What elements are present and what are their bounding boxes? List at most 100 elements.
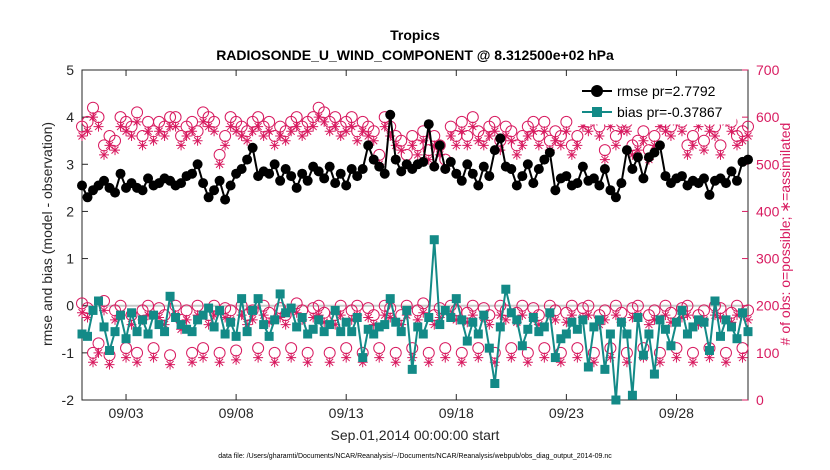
rmse-point xyxy=(280,164,291,174)
rmse-point xyxy=(561,171,572,182)
bias-point xyxy=(396,327,406,337)
rmse-point xyxy=(632,152,643,163)
rmse-point xyxy=(654,140,665,151)
obs_assimilated-marker xyxy=(181,131,192,141)
obs_assimilated-marker xyxy=(407,140,418,151)
obs_assimilated_bias-marker xyxy=(253,352,264,363)
rmse-point xyxy=(517,171,528,182)
bias-point xyxy=(704,346,714,355)
obs_assimilated_bias-marker xyxy=(440,352,451,363)
obs_assimilated-marker xyxy=(698,145,709,156)
obs_assimilated-marker xyxy=(302,126,313,137)
obs_assimilated_bias-marker xyxy=(231,354,242,365)
obs_assimilated_bias-marker xyxy=(264,317,275,328)
obs_assimilated-marker xyxy=(605,121,616,132)
bias-point xyxy=(204,303,214,313)
obs_assimilated_bias-marker xyxy=(198,352,209,363)
obs_possible_bias-marker xyxy=(252,342,265,355)
obs_assimilated_bias-marker xyxy=(143,310,154,321)
obs_assimilated_bias-marker xyxy=(737,352,748,363)
rmse-point xyxy=(440,164,451,174)
bias-point xyxy=(374,322,384,332)
obs_assimilated-marker xyxy=(445,131,456,141)
obs_assimilated-marker xyxy=(77,131,87,141)
bias-point xyxy=(655,315,665,325)
obs_assimilated-marker xyxy=(660,126,671,137)
obs_assimilated_bias-marker xyxy=(302,357,313,368)
obs_assimilated-marker xyxy=(379,121,390,132)
rmse-point xyxy=(528,178,539,189)
obs_assimilated_bias-marker xyxy=(357,357,368,368)
obs_assimilated-marker xyxy=(566,149,577,160)
bias-point xyxy=(402,305,412,315)
bias-point xyxy=(116,310,126,320)
bias-point xyxy=(743,327,753,337)
obs_possible_bias-marker xyxy=(164,349,177,362)
bias-point xyxy=(517,341,527,351)
rmse-point xyxy=(110,187,121,198)
obs_assimilated_bias-marker xyxy=(104,359,115,370)
rmse-point xyxy=(720,178,731,189)
obs_possible_bias-marker xyxy=(323,346,336,359)
rmse-point xyxy=(368,154,379,165)
obs_assimilated-series xyxy=(77,112,753,174)
y-right-tick-label: 100 xyxy=(756,345,780,361)
obs_possible_bias-marker xyxy=(362,302,375,315)
obs_assimilated-marker xyxy=(253,121,264,132)
obs_assimilated_bias-marker xyxy=(99,305,110,316)
bias-point xyxy=(660,324,670,334)
obs_assimilated_bias-marker xyxy=(588,357,599,368)
obs_assimilated_bias-marker xyxy=(324,357,335,368)
obs_assimilated_bias-marker xyxy=(181,314,192,325)
obs_possible_bias-marker xyxy=(285,342,298,355)
rmse-point xyxy=(379,168,390,179)
obs_assimilated_bias-marker xyxy=(412,314,423,325)
rmse-point xyxy=(627,164,638,174)
rmse-point xyxy=(302,175,313,186)
y-right-tick-label: 500 xyxy=(756,156,780,172)
obs_assimilated-marker xyxy=(511,149,522,160)
obs_assimilated-marker xyxy=(396,145,407,156)
obs_assimilated-marker xyxy=(242,135,253,146)
obs_assimilated-marker xyxy=(616,126,627,137)
obs_possible-marker xyxy=(136,130,149,142)
obs_assimilated_bias-marker xyxy=(671,352,682,363)
rmse-point xyxy=(594,180,605,191)
rmse-point xyxy=(275,175,286,186)
obs_assimilated-marker xyxy=(555,140,566,151)
rmse-point xyxy=(313,166,324,177)
bias-point xyxy=(429,235,439,245)
bias-point xyxy=(193,315,203,325)
rmse-point xyxy=(484,171,495,182)
obs_assimilated_bias-marker xyxy=(132,357,143,368)
rmse-point xyxy=(198,178,209,189)
rmse-point xyxy=(187,168,198,179)
obs_assimilated_bias-marker xyxy=(374,352,385,363)
obs_possible_bias-marker xyxy=(422,346,435,359)
obs_possible_bias-marker xyxy=(455,346,468,359)
obs_assimilated-marker xyxy=(572,140,583,151)
rmse-point xyxy=(82,192,93,203)
rmse-point xyxy=(115,168,126,179)
bias-point xyxy=(369,329,379,339)
obs_assimilated_bias-marker xyxy=(187,357,198,368)
obs_assimilated-marker xyxy=(434,149,445,160)
obs_assimilated-marker xyxy=(115,121,126,132)
obs_assimilated-marker xyxy=(148,135,159,146)
plot-area: -2 -1 0 1 2 3 4 5 0 100 200 300 400 500 600 700 09/03 09/… xyxy=(62,62,780,421)
rmse-point xyxy=(599,164,610,174)
obs_assimilated-marker xyxy=(308,121,319,132)
obs_assimilated_bias-marker xyxy=(88,357,99,368)
obs_assimilated-marker xyxy=(577,121,588,132)
bias-point xyxy=(539,322,549,332)
rmse-point xyxy=(533,164,544,174)
obs_assimilated_bias-marker xyxy=(506,352,517,363)
bias-point xyxy=(418,329,428,339)
bias-point xyxy=(220,329,230,339)
obs_assimilated-marker xyxy=(418,135,429,146)
obs_assimilated-marker xyxy=(638,135,649,146)
obs_assimilated_bias-marker xyxy=(368,319,379,330)
bias-point xyxy=(506,308,516,318)
bias-point xyxy=(435,320,445,330)
bias-point xyxy=(495,322,505,332)
